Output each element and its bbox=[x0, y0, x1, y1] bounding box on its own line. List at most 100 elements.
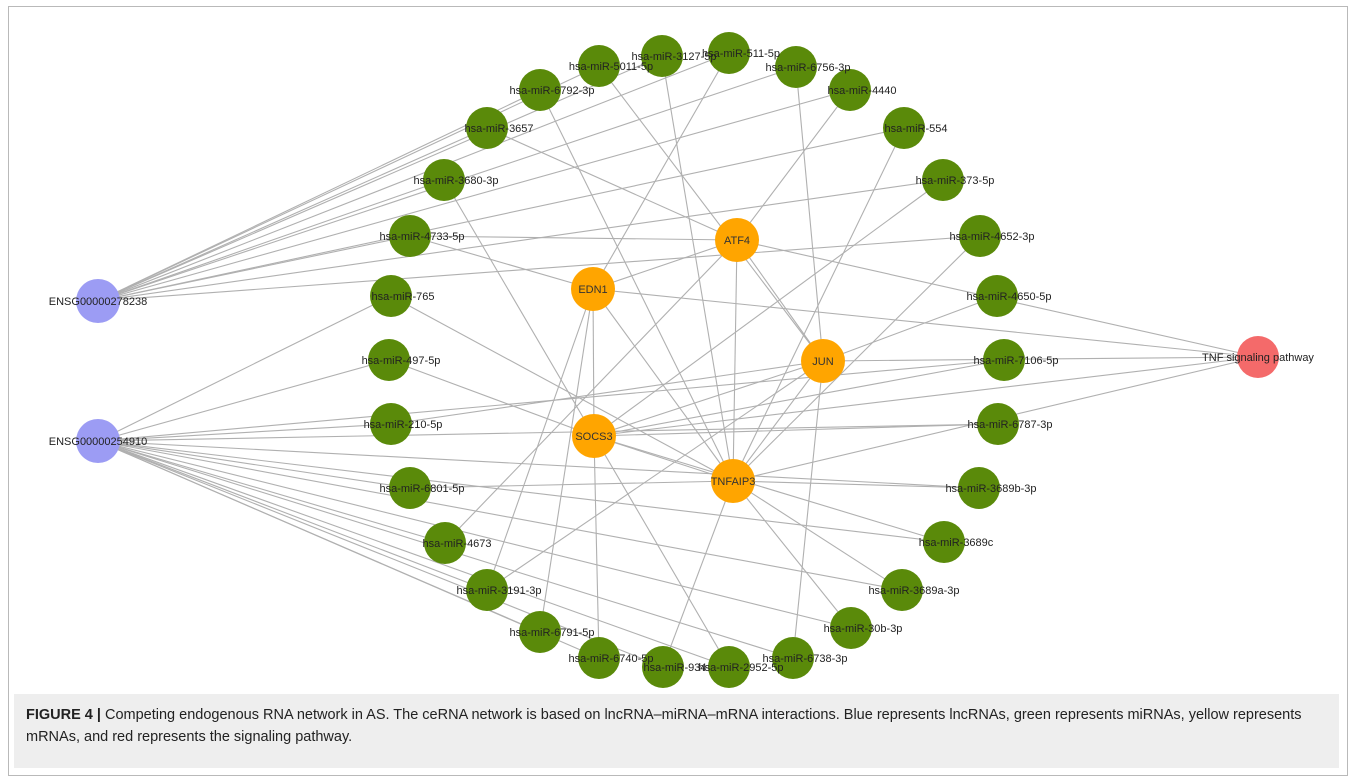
edges-layer bbox=[97, 52, 1259, 668]
node-label-hsa-mir-373-5p: hsa-miR-373-5p bbox=[916, 175, 995, 187]
mrna-mrna-edge-edn1-tnfaip3 bbox=[592, 288, 734, 482]
figure-caption: FIGURE 4 | Competing endogenous RNA netw… bbox=[14, 694, 1339, 768]
node-label-hsa-mir-210-5p: hsa-miR-210-5p bbox=[364, 419, 443, 431]
node-label-hsa-mir-3127-5p: hsa-miR-3127-5p bbox=[632, 51, 717, 63]
node-label-tnfaip3: TNFAIP3 bbox=[711, 476, 756, 488]
cerna-network-graph: ENSG00000278238 ENSG00000254910 hsa-miR-31… bbox=[49, 32, 1315, 688]
mirna-node-hsa-mir-934 bbox=[642, 646, 684, 688]
mirna-mrna-edge-hsa-mir-6738-3p-jun bbox=[792, 360, 824, 659]
mirna-mrna-edge-hsa-mir-6801-5p-tnfaip3 bbox=[409, 480, 734, 489]
lncrna-mirna-edge-ensg00000254910-hsa-mir-30b-3p bbox=[97, 440, 852, 629]
mirna-node-hsa-mir-6801-5p bbox=[389, 467, 431, 509]
node-label-hsa-mir-934: hsa-miR-934 bbox=[644, 662, 707, 674]
mirna-node-hsa-mir-30b-3p bbox=[830, 607, 872, 649]
mrna-mrna-edge-jun-tnfaip3 bbox=[732, 360, 824, 482]
mirna-node-hsa-mir-6792-3p bbox=[519, 69, 561, 111]
lncrna-mirna-edge-ensg00000278238-hsa-mir-4440 bbox=[97, 89, 851, 302]
node-label-hsa-mir-6792-3p: hsa-miR-6792-3p bbox=[510, 85, 595, 97]
node-label-hsa-mir-6801-5p: hsa-miR-6801-5p bbox=[380, 483, 465, 495]
node-label-ensg00000254910: ENSG00000254910 bbox=[49, 436, 147, 448]
node-label-hsa-mir-3689c: hsa-miR-3689c bbox=[919, 537, 994, 549]
node-label-socs3: SOCS3 bbox=[575, 431, 612, 443]
mrna-mrna-edge-atf4-tnfaip3 bbox=[732, 239, 738, 482]
lncrna-mirna-edge-ensg00000254910-hsa-mir-934 bbox=[97, 440, 664, 668]
mirna-mrna-edge-hsa-mir-6792-3p-tnfaip3 bbox=[539, 89, 734, 482]
mirna-node-hsa-mir-6738-3p bbox=[772, 637, 814, 679]
node-label-hsa-mir-30b-3p: hsa-miR-30b-3p bbox=[824, 623, 903, 635]
node-label-hsa-mir-765: hsa-miR-765 bbox=[372, 291, 435, 303]
mirna-mrna-edge-hsa-mir-4733-5p-atf4 bbox=[409, 235, 738, 241]
mirna-mrna-edge-hsa-mir-3657-atf4 bbox=[486, 127, 738, 241]
node-label-hsa-mir-4440: hsa-miR-4440 bbox=[827, 85, 896, 97]
mirna-mrna-edge-hsa-mir-3689c-socs3 bbox=[593, 435, 945, 543]
figure-caption-text: Competing endogenous RNA network in AS. … bbox=[26, 707, 1302, 745]
node-label-hsa-mir-6787-3p: hsa-miR-6787-3p bbox=[968, 419, 1053, 431]
node-label-hsa-mir-6740-5p: hsa-miR-6740-5p bbox=[569, 653, 654, 665]
mrna-mrna-edge-edn1-atf4 bbox=[592, 239, 738, 290]
mrna-node-edn1 bbox=[571, 267, 615, 311]
lncrna-mirna-edge-ensg00000254910-hsa-mir-6801-5p bbox=[97, 440, 411, 489]
mirna-mrna-edge-hsa-mir-4733-5p-edn1 bbox=[409, 235, 594, 290]
mrna-mrna-edge-socs3-tnfaip3 bbox=[593, 435, 734, 482]
mirna-node-hsa-mir-3689c bbox=[923, 521, 965, 563]
lncrna-mirna-edge-ensg00000254910-hsa-mir-3689a-3p bbox=[97, 440, 903, 591]
node-label-hsa-mir-6791-5p: hsa-miR-6791-5p bbox=[510, 627, 595, 639]
mirna-mrna-edge-hsa-mir-3689a-3p-tnfaip3 bbox=[732, 480, 903, 591]
mirna-mrna-edge-hsa-mir-4673-atf4 bbox=[444, 239, 738, 544]
node-label-atf4: ATF4 bbox=[724, 235, 750, 247]
mrna-mrna-edge-edn1-socs3 bbox=[592, 288, 595, 437]
node-label-hsa-mir-3657: hsa-miR-3657 bbox=[464, 123, 533, 135]
mirna-node-hsa-mir-511-5p bbox=[708, 32, 750, 74]
mirna-node-hsa-mir-3689a-3p bbox=[881, 569, 923, 611]
mirna-node-hsa-mir-3127-5p bbox=[641, 35, 683, 77]
node-label-hsa-mir-6756-3p: hsa-miR-6756-3p bbox=[766, 62, 851, 74]
mirna-mrna-edge-hsa-mir-210-5p-jun bbox=[390, 360, 824, 425]
mirna-mrna-edge-hsa-mir-3680-3p-socs3 bbox=[443, 179, 595, 437]
node-label-edn1: EDN1 bbox=[578, 284, 607, 296]
mirna-mrna-edge-hsa-mir-511-5p-edn1 bbox=[592, 52, 730, 290]
pathway-node-tnf-signaling-pathway bbox=[1237, 336, 1279, 378]
mirna-node-hsa-mir-4652-3p bbox=[959, 215, 1001, 257]
node-label-ensg00000278238: ENSG00000278238 bbox=[49, 296, 147, 308]
node-label-hsa-mir-4673: hsa-miR-4673 bbox=[422, 538, 491, 550]
mirna-mrna-edge-hsa-mir-3191-3p-jun bbox=[486, 360, 824, 591]
mirna-mrna-edge-hsa-mir-765-tnfaip3 bbox=[390, 295, 734, 482]
mirna-node-hsa-mir-4733-5p bbox=[389, 215, 431, 257]
mirna-node-hsa-mir-4673 bbox=[424, 522, 466, 564]
node-label-hsa-mir-5011-5p: hsa-miR-5011-5p bbox=[569, 61, 653, 73]
lncrna-mirna-edge-ensg00000278238-hsa-mir-554 bbox=[97, 127, 905, 302]
mirna-node-hsa-mir-497-5p bbox=[368, 339, 410, 381]
node-label-hsa-mir-497-5p: hsa-miR-497-5p bbox=[362, 355, 441, 367]
mirna-node-hsa-mir-765 bbox=[370, 275, 412, 317]
node-label-hsa-mir-3191-3p: hsa-miR-3191-3p bbox=[457, 585, 542, 597]
mrna-pathway-edge-jun-tnf-signaling-pathway bbox=[822, 356, 1259, 362]
mirna-node-hsa-mir-6740-5p bbox=[578, 637, 620, 679]
mirna-node-hsa-mir-4650-5p bbox=[976, 275, 1018, 317]
lncrna-mirna-edge-ensg00000278238-hsa-mir-3127-5p bbox=[97, 55, 663, 302]
mirna-mrna-edge-hsa-mir-6756-3p-jun bbox=[795, 66, 824, 362]
lncrna-mirna-edge-ensg00000254910-hsa-mir-210-5p bbox=[97, 423, 392, 442]
mirna-node-hsa-mir-3689b-3p bbox=[958, 467, 1000, 509]
labels-layer: ENSG00000278238 ENSG00000254910 hsa-miR-31… bbox=[49, 48, 1315, 674]
mrna-mrna-edge-atf4-jun bbox=[736, 239, 824, 362]
mirna-mrna-edge-hsa-mir-5011-5p-jun bbox=[598, 65, 824, 362]
mrna-mrna-edge-jun-socs3 bbox=[593, 360, 824, 437]
mirna-mrna-edge-hsa-mir-497-5p-socs3 bbox=[388, 359, 595, 437]
mrna-node-tnfaip3 bbox=[711, 459, 755, 503]
node-label-hsa-mir-511-5p: hsa-miR-511-5p bbox=[702, 48, 780, 60]
lncrna-mirna-edge-ensg00000278238-hsa-mir-3657 bbox=[97, 127, 488, 302]
mrna-pathway-edge-socs3-tnf-signaling-pathway bbox=[593, 356, 1259, 437]
mirna-node-hsa-mir-2952-5p bbox=[708, 646, 750, 688]
mirna-node-hsa-mir-3191-3p bbox=[466, 569, 508, 611]
lncrna-mirna-edge-ensg00000278238-hsa-mir-373-5p bbox=[97, 179, 944, 302]
mirna-mrna-edge-hsa-mir-4440-atf4 bbox=[736, 89, 851, 241]
lncrna-mirna-edge-ensg00000254910-hsa-mir-6740-5p bbox=[97, 440, 600, 659]
node-label-hsa-mir-554: hsa-miR-554 bbox=[885, 123, 948, 135]
mrna-pathway-edge-edn1-tnf-signaling-pathway bbox=[592, 288, 1259, 358]
node-label-hsa-mir-4650-5p: hsa-miR-4650-5p bbox=[967, 291, 1052, 303]
mirna-mrna-edge-hsa-mir-3127-5p-tnfaip3 bbox=[661, 55, 734, 482]
lncrna-mirna-edge-ensg00000278238-hsa-mir-4652-3p bbox=[97, 235, 981, 302]
node-label-jun: JUN bbox=[812, 356, 833, 368]
mirna-mrna-edge-hsa-mir-3689b-3p-tnfaip3 bbox=[732, 480, 980, 489]
mirna-node-hsa-mir-6791-5p bbox=[519, 611, 561, 653]
